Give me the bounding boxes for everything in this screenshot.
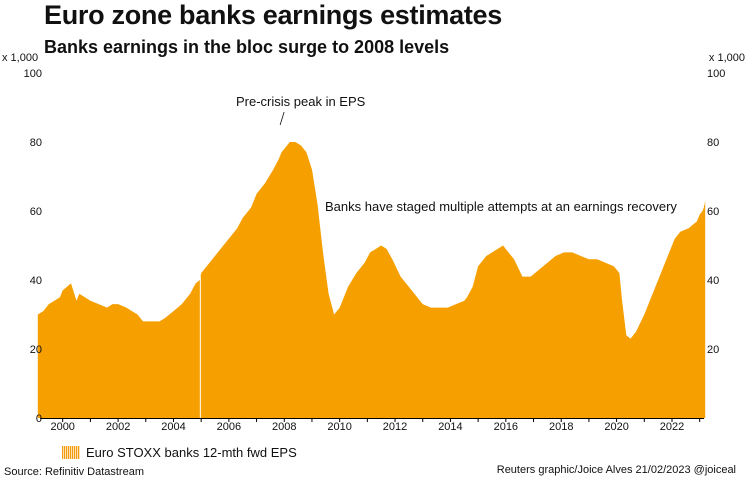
chart-subtitle: Banks earnings in the bloc surge to 2008…: [44, 37, 450, 57]
y-axis-unit-right: x 1,000: [709, 52, 745, 64]
y-tick-label-right: 40: [707, 275, 719, 287]
x-tick-label: 2004: [161, 421, 185, 433]
legend-label: Euro STOXX banks 12-mth fwd EPS: [86, 445, 297, 460]
y-tick-label-left: 80: [30, 137, 42, 149]
y-tick-label-right: 20: [707, 344, 719, 356]
y-tick-label-left: 100: [24, 68, 42, 80]
x-tick-label: 2000: [50, 421, 74, 433]
y-tick-label-right: 60: [707, 206, 719, 218]
x-tick-label: 2010: [327, 421, 351, 433]
y-tick-label-right: 80: [707, 137, 719, 149]
x-tick-label: 2020: [604, 421, 628, 433]
y-tick-label-left: 20: [30, 344, 42, 356]
annotation-pre-crisis-peak: Pre-crisis peak in EPS: [236, 94, 366, 109]
legend-swatch: [62, 446, 80, 459]
x-tick-label: 2022: [660, 421, 684, 433]
x-tick-label: 2002: [106, 421, 130, 433]
x-tick-label: 2006: [217, 421, 241, 433]
annotation-recovery-attempts: Banks have staged multiple attempts at a…: [325, 199, 677, 214]
y-axis-unit-left: x 1,000: [2, 52, 38, 64]
x-axis: 2000 2002 2004 2006 2008 2010 2012 2014 2016 2018…: [50, 418, 701, 433]
y-tick-label-right: 100: [707, 68, 725, 80]
source-note: Source: Refinitiv Datastream: [4, 466, 144, 478]
legend: Euro STOXX banks 12-mth fwd EPS: [62, 445, 297, 460]
y-axis-right: 20 40 60 80 100: [707, 68, 725, 356]
chart-title: Euro zone banks earnings estimates: [44, 0, 502, 30]
x-tick-label: 2016: [494, 421, 518, 433]
y-tick-label-left: 40: [30, 275, 42, 287]
x-tick-label: 2012: [383, 421, 407, 433]
credit-note: Reuters graphic/Joice Alves 21/02/2023 @…: [496, 464, 736, 476]
annotation-leader-line: [279, 111, 285, 126]
x-tick-label: 2014: [438, 421, 462, 433]
x-tick-label: 2018: [549, 421, 573, 433]
eps-area: [37, 142, 706, 418]
y-axis-left: 0 20 40 60 80 100: [24, 68, 42, 425]
x-tick-label: 2008: [272, 421, 296, 433]
y-tick-label-left: 60: [30, 206, 42, 218]
y-tick-label-left: 0: [36, 413, 42, 425]
